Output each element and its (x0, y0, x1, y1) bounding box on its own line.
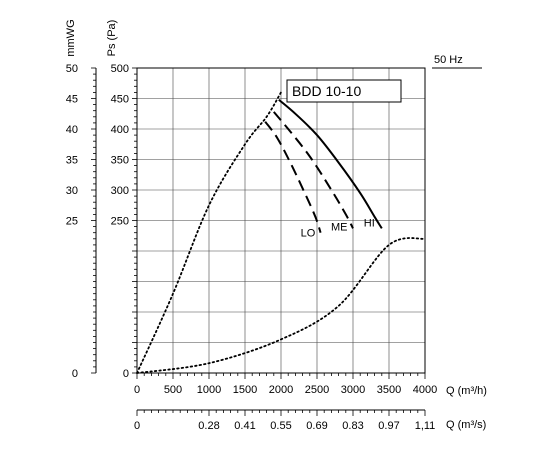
x-tick-label: 500 (164, 384, 182, 396)
series-label-me: ME (331, 221, 348, 233)
x-tick-label: 3000 (341, 384, 365, 396)
title-box (286, 79, 402, 103)
y-tick-label: 0 (123, 368, 129, 380)
series-label-hi: HI (364, 217, 375, 229)
x-tick-label: 4000 (413, 384, 437, 396)
x-axis-secondary-label: Q (m³/s) (446, 419, 486, 431)
y-axis-label: Ps (Pa) (106, 20, 118, 57)
x-secondary-tick-label: 0.97 (378, 420, 399, 432)
chart-title: BDD 10-10 (292, 83, 361, 99)
y-secondary-tick-label: 25 (66, 216, 78, 228)
x-secondary-tick-label: 0.69 (306, 420, 327, 432)
x-secondary-tick-label: 0.83 (342, 420, 363, 432)
x-tick-label: 1000 (197, 384, 221, 396)
y-axis-secondary-label: mmWG (65, 19, 77, 56)
series-label-lo: LO (301, 228, 316, 240)
x-secondary-tick-label: 0 (134, 420, 140, 432)
x-axis-label: Q (m³/h) (446, 385, 487, 397)
y-secondary-tick-label: 0 (72, 368, 78, 380)
x-secondary-tick-label: 0.28 (198, 420, 219, 432)
y-tick-label: 400 (111, 124, 129, 136)
chart-curves: HI ME LO (136, 91, 426, 374)
x-secondary-tick-label: 0.55 (270, 420, 291, 432)
x-secondary-tick-label: 1,11 (415, 420, 436, 432)
system-curve-dotted (136, 237, 426, 374)
x-tick-label: 2500 (305, 384, 329, 396)
x-tick-label: 3500 (377, 384, 401, 396)
y-tick-label: 300 (111, 185, 129, 197)
fan-curve-hi (278, 98, 383, 229)
y-tick-label: 450 (111, 94, 129, 106)
x-tick-label: 2000 (269, 384, 293, 396)
x-tick-label: 1500 (233, 384, 257, 396)
fan-curve-me (273, 111, 354, 229)
x-secondary-tick-label: 0.41 (234, 420, 255, 432)
y-secondary-tick-label: 30 (66, 185, 78, 197)
x-tick-label: 0 (134, 384, 140, 396)
fan-curve-lo (264, 121, 322, 234)
y-tick-label: 250 (111, 216, 129, 228)
y-secondary-tick-label: 35 (66, 155, 78, 167)
y-tick-label: 350 (111, 155, 129, 167)
frequency-label: 50 Hz (434, 54, 463, 66)
y-tick-label: 500 (111, 63, 129, 75)
y-secondary-tick-label: 50 (66, 63, 78, 75)
y-secondary-tick-label: 40 (66, 124, 78, 136)
y-secondary-tick-label: 45 (66, 94, 78, 106)
chart-grid (137, 68, 425, 373)
system-curve-dotted (136, 91, 282, 374)
